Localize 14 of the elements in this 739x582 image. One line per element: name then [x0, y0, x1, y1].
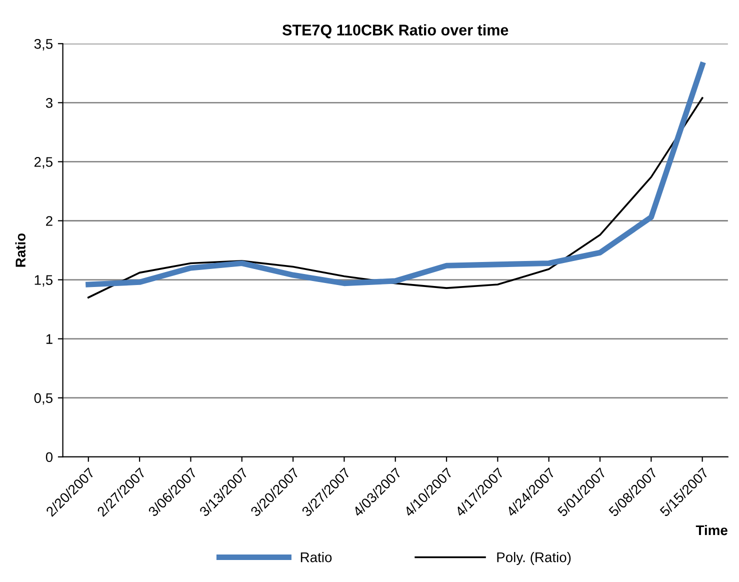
y-tick-label: 1 — [46, 334, 52, 344]
line-series — [87, 97, 704, 298]
legend-label: Poly. (Ratio) — [497, 552, 571, 565]
y-tick-label: 1,5 — [34, 275, 53, 287]
y-tick-label: 3 — [46, 98, 52, 108]
x-axis-title: Time — [696, 524, 728, 536]
y-tick-label: 0,5 — [34, 393, 53, 405]
y-tick-label: 0 — [46, 452, 53, 462]
legend-label: Ratio — [300, 552, 332, 562]
y-axis-title: Ratio — [15, 233, 26, 267]
y-tick-label: 2,5 — [34, 157, 53, 169]
y-tick-label: 3,5 — [34, 38, 53, 50]
chart-title: STE7Q 110CBK Ratio over time — [282, 24, 508, 38]
y-tick-label: 2 — [46, 216, 52, 226]
